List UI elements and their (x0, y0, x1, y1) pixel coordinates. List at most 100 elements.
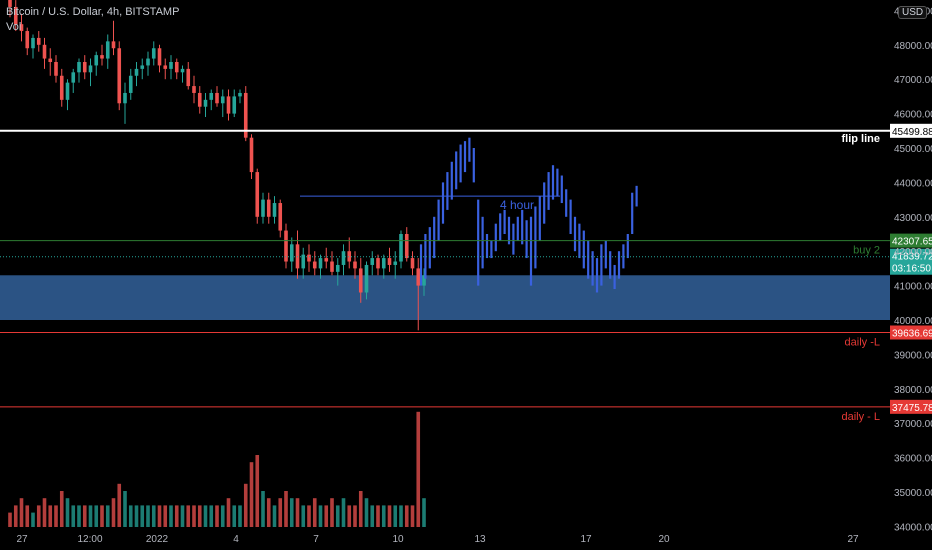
projected-pattern-bars: 4 hour (300, 137, 638, 293)
candle-body (289, 244, 294, 262)
candle-body (203, 99, 208, 107)
level-price-label: 37475.78 (892, 403, 932, 414)
candle-body (278, 203, 283, 231)
y-tick-label: 36000.00 (894, 454, 932, 465)
volume-bar (358, 491, 363, 527)
volume-bar (370, 505, 375, 527)
level-price-badge (890, 123, 932, 138)
volume-bar (197, 505, 202, 527)
level-price-badge (890, 399, 932, 414)
candle-body (272, 203, 277, 217)
volume-bar (151, 505, 156, 527)
y-tick-label: 38000.00 (894, 385, 932, 396)
volume-bar (8, 512, 12, 527)
level-price-badge (890, 233, 932, 248)
volume-bar (232, 505, 237, 527)
y-tick-label: 44000.00 (894, 178, 932, 189)
candle-body (232, 96, 237, 114)
volume-bar (59, 491, 64, 527)
candle-body (146, 58, 150, 66)
support-zone-layer (0, 275, 890, 320)
volume-bar (364, 498, 369, 527)
candle-body (111, 41, 116, 49)
volume-bar (410, 505, 415, 527)
candle-body (410, 258, 415, 269)
candle-body (243, 92, 248, 138)
volume-bar (209, 505, 214, 527)
candle-body (307, 254, 311, 262)
candle-body (31, 37, 35, 49)
volume-bar (307, 505, 311, 527)
volume-bar (387, 505, 392, 527)
volume-bar (174, 505, 179, 527)
volume-bar (215, 505, 219, 527)
level-name-label: daily -L (845, 336, 880, 348)
volume-bar (416, 411, 421, 527)
candle-body (376, 258, 380, 269)
volume-bar (180, 505, 185, 527)
candle-body (301, 254, 306, 269)
candle-body (94, 55, 99, 66)
candle-body (341, 251, 346, 265)
volume-bar (422, 498, 426, 527)
x-tick-label: 12:00 (77, 534, 102, 545)
y-tick-label: 47000.00 (894, 75, 932, 86)
candle-body (330, 261, 334, 272)
volume-bar (192, 505, 196, 527)
volume-bar (261, 491, 265, 527)
volume-bars (8, 411, 426, 527)
volume-bar (13, 505, 18, 527)
candle-body (180, 68, 185, 73)
candle-body (169, 62, 173, 69)
volume-bar (100, 505, 104, 527)
candle-body (140, 65, 145, 69)
volume-bar (301, 505, 306, 527)
volume-bar (128, 505, 133, 527)
level-name-label: flip line (842, 133, 881, 145)
candle-body (42, 44, 47, 59)
x-tick-label: 10 (392, 534, 404, 545)
volume-bar (36, 505, 41, 527)
candle-body (157, 48, 162, 66)
candle-body (353, 261, 357, 269)
y-tick-label: 39000.00 (894, 350, 932, 361)
volume-bar (186, 505, 191, 527)
volume-bar (312, 498, 317, 527)
level-price-label: 39636.69 (892, 328, 932, 339)
volume-bar (226, 498, 231, 527)
candle-body (381, 258, 386, 269)
volume-bar (324, 505, 329, 527)
candle-body (335, 264, 340, 272)
candle-body (226, 96, 231, 114)
volume-bar (31, 512, 35, 527)
y-tick-label: 35000.00 (894, 488, 932, 499)
level-name-label: buy 2 (853, 245, 880, 257)
candle-body (370, 258, 375, 265)
volume-bar (404, 505, 409, 527)
volume-bar (111, 498, 116, 527)
y-tick-label: 34000.00 (894, 522, 932, 533)
y-tick-label: 40000.00 (894, 316, 932, 327)
candle-body (134, 68, 139, 76)
y-tick-label: 37000.00 (894, 419, 932, 430)
last-price-badge (890, 248, 932, 275)
volume-bar (318, 505, 323, 527)
volume-bar (393, 505, 398, 527)
candle-body (65, 82, 70, 100)
volume-bar (134, 505, 139, 527)
candle-body (266, 199, 271, 217)
volume-bar (94, 505, 99, 527)
candle-body (347, 251, 352, 262)
symbol-title: Bitcoin / U.S. Dollar, 4h, BITSTAMP (6, 6, 180, 18)
candle-body (59, 75, 64, 100)
volume-bar (381, 505, 386, 527)
candle-body (151, 48, 156, 59)
candle-body (387, 258, 392, 265)
candle-body (163, 65, 168, 69)
level-price-badge (890, 325, 932, 340)
candle-body (399, 234, 403, 262)
currency-button[interactable]: USD (898, 6, 928, 19)
candle-body (422, 275, 426, 286)
candle-body (393, 261, 398, 265)
